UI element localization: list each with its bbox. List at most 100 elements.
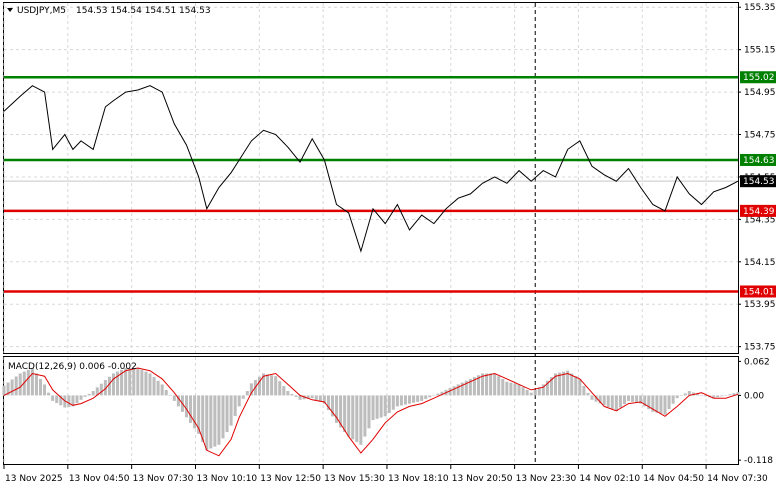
macd-bar xyxy=(675,395,679,399)
macd-bar xyxy=(294,395,298,397)
macd-bar xyxy=(59,395,63,406)
macd-bar xyxy=(197,395,201,434)
macd-bar xyxy=(379,395,383,418)
macd-signal-line xyxy=(3,367,739,457)
price-tick-label: 155.35 xyxy=(744,3,776,13)
macd-tick-label: 0.00 xyxy=(744,391,764,401)
macd-bar xyxy=(107,376,111,396)
ohlc-readout: 154.53 154.54 154.51 154.53 xyxy=(76,6,211,16)
macd-bar xyxy=(687,391,691,396)
price-tick-label: 153.95 xyxy=(744,300,776,310)
macd-bar xyxy=(408,395,412,404)
macd-bar xyxy=(549,377,553,396)
macd-bar xyxy=(363,395,367,437)
price-series xyxy=(3,85,739,253)
macd-bar xyxy=(391,395,395,410)
price-panel-frame xyxy=(3,2,739,354)
chart-header: USDJPY,M5 154.53 154.54 154.51 154.53 xyxy=(7,6,211,16)
macd-bar xyxy=(229,395,233,426)
macd-tick-label: -0.118 xyxy=(744,456,773,466)
macd-bar xyxy=(395,395,399,407)
macd-bar xyxy=(521,387,525,396)
price-line xyxy=(3,85,739,253)
macd-bar xyxy=(213,395,217,447)
macd-bar xyxy=(509,382,513,396)
level-price-tag xyxy=(740,285,776,298)
time-tick-label: 13 Nov 04:50 xyxy=(69,474,130,484)
macd-bar xyxy=(590,395,594,400)
macd-bar xyxy=(724,395,728,396)
macd-bar xyxy=(290,393,294,396)
macd-bar xyxy=(720,395,724,397)
macd-bar xyxy=(485,373,489,396)
macd-bar xyxy=(647,395,651,410)
macd-bar xyxy=(651,395,655,412)
macd-bar xyxy=(326,395,330,411)
time-tick-label: 13 Nov 20:50 xyxy=(452,474,513,484)
dropdown-triangle-icon[interactable] xyxy=(7,8,13,12)
macd-bar xyxy=(704,395,708,397)
time-tick-label: 13 Nov 07:30 xyxy=(133,474,194,484)
macd-bar xyxy=(67,395,71,407)
macd-bar xyxy=(436,393,440,396)
macd-bar xyxy=(424,395,428,400)
time-tick-label: 14 Nov 02:10 xyxy=(579,474,640,484)
level-price-label: 154.01 xyxy=(743,287,775,297)
time-axis: 13 Nov 2025 13 Nov 04:50 13 Nov 07:30 13 No… xyxy=(3,465,768,484)
macd-bar xyxy=(262,373,266,396)
macd-bar xyxy=(201,395,205,443)
macd-bar xyxy=(497,376,501,396)
macd-bar xyxy=(371,395,375,421)
macd-bar xyxy=(168,395,172,396)
macd-bar xyxy=(241,395,245,399)
macd-bar xyxy=(606,395,610,408)
macd-bar xyxy=(164,389,168,396)
macd-bar xyxy=(34,373,38,396)
price-tick-label: 154.75 xyxy=(744,131,776,141)
macd-bar xyxy=(712,395,716,399)
macd-bar xyxy=(631,395,635,402)
macd-signal xyxy=(3,367,739,457)
macd-bar xyxy=(51,395,55,401)
macd-bar xyxy=(335,395,339,423)
macd-bar xyxy=(383,395,387,417)
macd-bar xyxy=(412,395,416,403)
macd-bar xyxy=(6,382,10,396)
macd-bar xyxy=(2,385,6,396)
macd-bar xyxy=(322,395,326,404)
macd-bar xyxy=(172,395,176,401)
macd-bar xyxy=(83,395,87,397)
macd-bar xyxy=(691,392,695,396)
macd-bar xyxy=(306,395,310,399)
macd-bar xyxy=(111,373,116,396)
macd-bar xyxy=(47,392,51,396)
macd-bar xyxy=(270,375,274,396)
macd-bar xyxy=(91,391,95,396)
macd-bar xyxy=(128,367,132,396)
macd-bar xyxy=(416,395,420,402)
macd-bar xyxy=(221,395,225,439)
macd-bar xyxy=(266,374,270,396)
macd-bar xyxy=(594,395,598,402)
macd-bar xyxy=(339,395,343,428)
macd-bar xyxy=(618,395,622,408)
macd-bar xyxy=(14,376,18,396)
macd-bar xyxy=(574,376,578,396)
macd-bar xyxy=(476,375,480,396)
macd-bar xyxy=(626,395,631,401)
macd-bar xyxy=(505,381,509,396)
macd-bar xyxy=(622,395,626,405)
macd-bar xyxy=(245,391,249,396)
macd-histogram xyxy=(2,367,740,451)
macd-bar xyxy=(586,392,590,396)
time-tick-label: 13 Nov 15:30 xyxy=(324,474,385,484)
level-price-label: 154.63 xyxy=(743,156,775,166)
macd-bar xyxy=(132,367,136,396)
macd-bar xyxy=(55,395,59,404)
macd-bar xyxy=(367,395,371,429)
price-tick-label: 154.15 xyxy=(744,258,776,268)
macd-bar xyxy=(330,395,334,417)
macd-bar xyxy=(456,384,460,396)
